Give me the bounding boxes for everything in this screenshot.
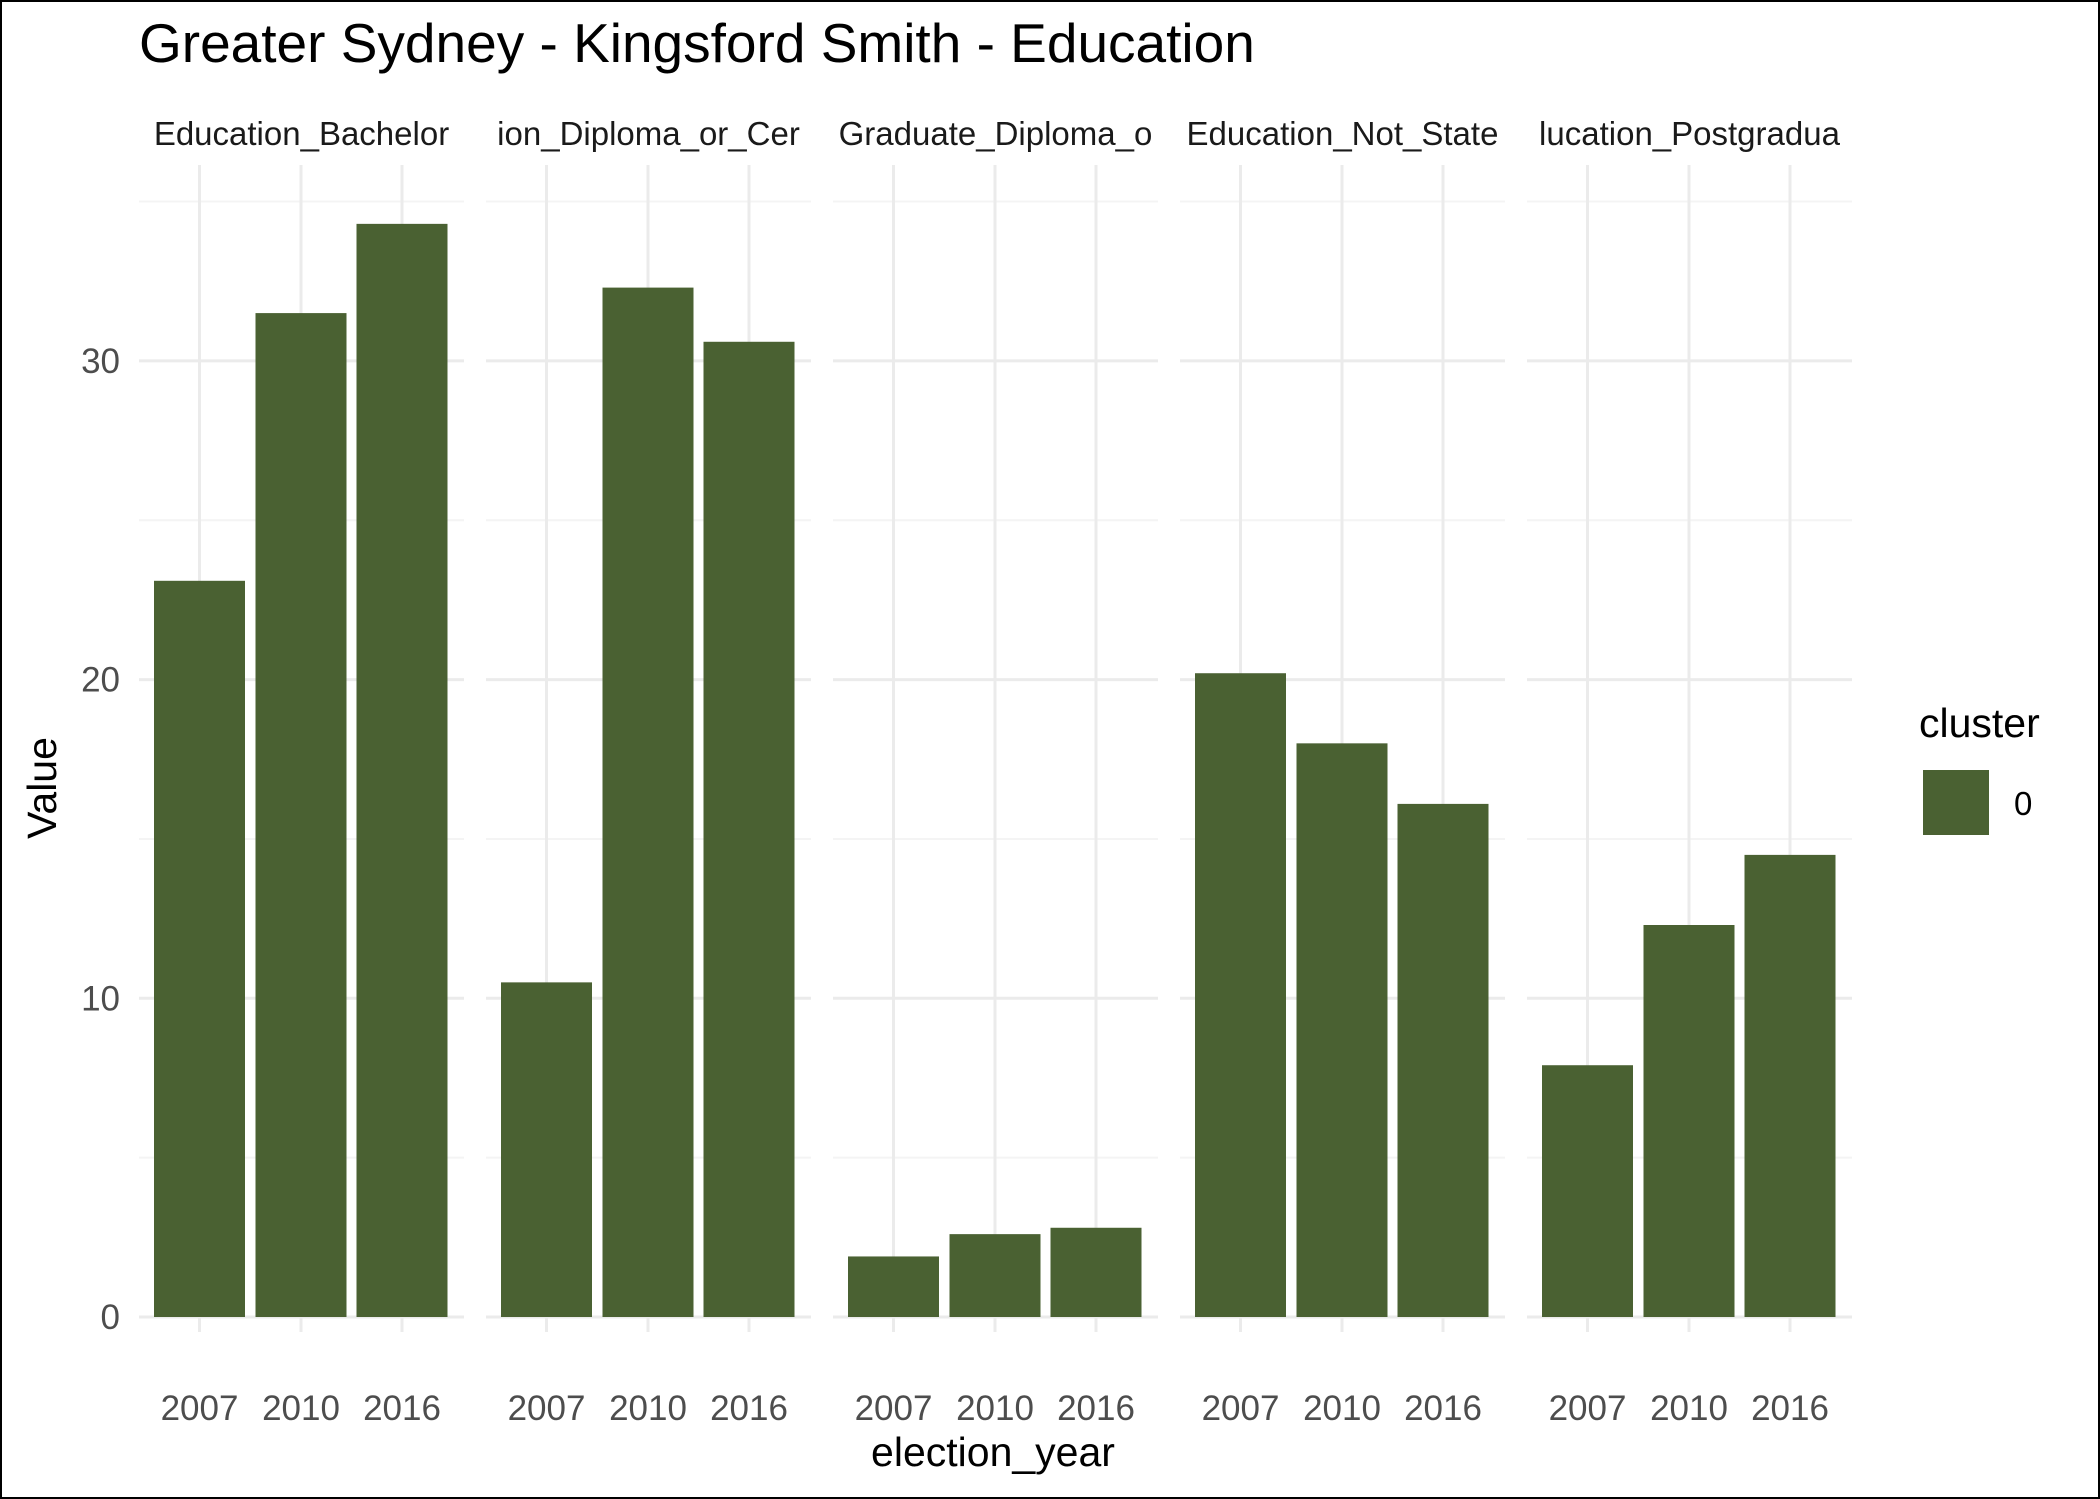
bar-2010 [602,287,694,1317]
facet-panel-3: 2007 2010 2016 Graduate_Diploma_o [833,115,1158,1428]
facet-strip-label: Graduate_Diploma_o [839,115,1153,152]
facet-strip-label: ion_Diploma_or_Cer [497,115,800,152]
x-tick-label: 2010 [1650,1389,1728,1428]
x-tick-label: 2007 [1549,1389,1627,1428]
bar-2007 [501,982,592,1317]
x-tick-label: 2016 [363,1389,441,1428]
y-tick-label: 0 [101,1298,120,1337]
bar-2010 [1296,743,1388,1317]
facet-panel-1: 2007 2010 2016 Education_Bachelor [139,115,464,1428]
y-axis-title: Value [19,737,65,839]
x-tick-label: 2010 [956,1389,1034,1428]
x-tick-label: 2010 [1303,1389,1381,1428]
chart-title: Greater Sydney - Kingsford Smith - Educa… [139,12,1255,74]
facet-strip-label: Education_Bachelor [154,115,449,152]
x-tick-label: 2016 [1404,1389,1482,1428]
bar-2010 [255,313,347,1318]
y-tick-label: 30 [81,342,120,381]
bar-2016 [356,223,448,1317]
x-tick-label: 2007 [1202,1389,1280,1428]
facet-panel-2: 2007 2010 2016 ion_Diploma_or_Cer [486,115,811,1428]
bar-2007 [1195,673,1286,1317]
bar-2010 [949,1234,1041,1317]
x-tick-label: 2010 [609,1389,687,1428]
x-tick-label: 2016 [710,1389,788,1428]
x-tick-label: 2007 [161,1389,239,1428]
facet-strip-label: lucation_Postgradua [1539,115,1841,152]
x-tick-label: 2007 [508,1389,586,1428]
bar-2007 [1542,1065,1633,1317]
bar-2016 [1050,1227,1142,1317]
x-axis-title: election_year [871,1429,1115,1475]
x-tick-label: 2016 [1751,1389,1829,1428]
facet-panel-4: 2007 2010 2016 Education_Not_State [1180,115,1505,1428]
legend-key-0 [1923,770,1989,835]
x-tick-label: 2007 [855,1389,933,1428]
bar-2016 [1744,854,1836,1317]
x-tick-label: 2010 [262,1389,340,1428]
bar-2016 [1397,803,1489,1317]
facet-strip-label: Education_Not_State [1187,115,1499,152]
bar-2007 [154,580,245,1317]
facet-panel-5: 2007 2010 2016 lucation_Postgradua [1527,115,1852,1428]
legend-title: cluster [1919,700,2040,746]
legend-label-0: 0 [2014,785,2032,822]
y-tick-label: 20 [81,661,120,700]
bar-2010 [1643,924,1735,1317]
y-tick-label: 10 [81,979,120,1018]
bar-2007 [848,1256,939,1317]
y-axis-ticks: 0 10 20 30 [81,342,120,1337]
legend: cluster 0 [1919,700,2040,835]
x-tick-label: 2016 [1057,1389,1135,1428]
bar-2016 [703,341,795,1317]
